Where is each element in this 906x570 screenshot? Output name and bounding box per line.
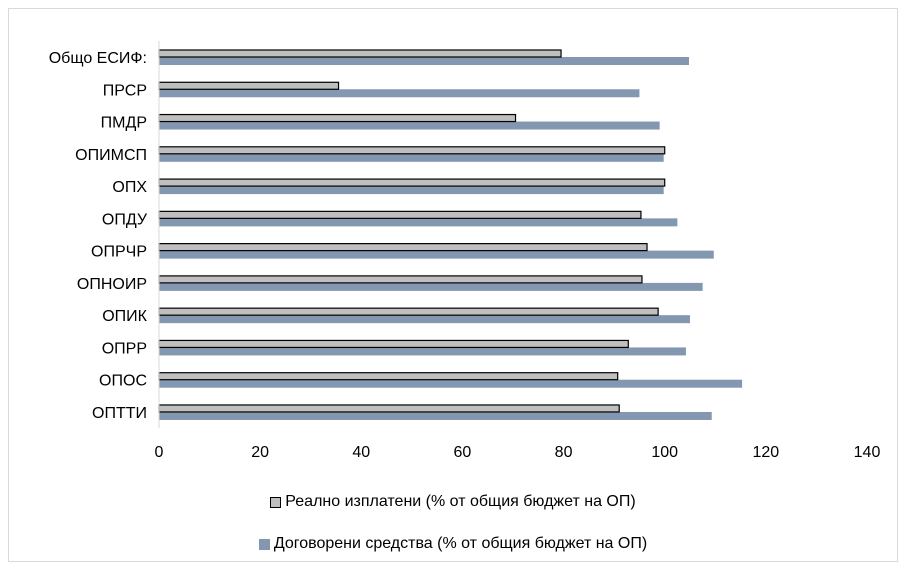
x-tick-label-40: 40 (352, 444, 370, 461)
bar-contracted-cat-7 (159, 282, 703, 291)
bar-paid-cat-8 (158, 307, 659, 316)
x-tick-label-80: 80 (555, 444, 573, 461)
bar-contracted-cat-4 (159, 186, 664, 195)
bar-contracted-cat-11 (159, 411, 712, 420)
legend-item-series-1: Реално изплатени (% от общия бюджет на О… (0, 493, 906, 511)
legend-label-series-2: Договорени средства (% от общия бюджет н… (273, 535, 648, 552)
x-tick-label-140: 140 (854, 444, 881, 461)
y-tick-label-cat-0: Общо ЕСИФ: (49, 50, 147, 67)
y-tick-label-cat-10: ОПОС (99, 373, 147, 390)
y-tick-label-cat-7: ОПНОИР (77, 276, 147, 293)
legend-label-series-1: Реално изплатени (% от общия бюджет на О… (285, 493, 636, 510)
y-tick-label-cat-8: ОПИК (102, 308, 147, 325)
x-tick-label-0: 0 (155, 444, 164, 461)
y-tick-label-cat-1: ПРСР (103, 82, 147, 99)
bar-contracted-cat-9 (159, 347, 686, 356)
y-tick-label-cat-11: ОПТТИ (92, 405, 147, 422)
bar-contracted-cat-2 (159, 121, 660, 130)
bar-contracted-cat-6 (159, 250, 714, 259)
bar-paid-cat-1 (158, 81, 340, 90)
bar-paid-cat-0 (158, 49, 562, 58)
bar-paid-cat-3 (158, 146, 666, 155)
bar-paid-cat-11 (158, 404, 620, 413)
legend-swatch-series-2 (258, 538, 270, 550)
legend-swatch-series-1 (270, 496, 282, 508)
x-tick-label-100: 100 (651, 444, 678, 461)
legend-item-series-2: Договорени средства (% от общия бюджет н… (0, 535, 906, 553)
bar-paid-cat-4 (158, 178, 666, 187)
bar-paid-cat-6 (158, 243, 648, 252)
bar-contracted-cat-8 (159, 315, 690, 324)
y-tick-label-cat-4: ОПХ (112, 179, 147, 196)
bar-contracted-cat-5 (159, 218, 678, 227)
bar-paid-cat-2 (158, 113, 517, 123)
y-tick-label-cat-2: ПМДР (101, 115, 147, 132)
bar-contracted-cat-3 (159, 153, 664, 162)
y-tick-label-cat-3: ОПИМСП (75, 147, 147, 164)
x-tick-label-20: 20 (251, 444, 269, 461)
x-tick-label-60: 60 (454, 444, 472, 461)
bar-contracted-cat-10 (159, 379, 743, 388)
bar-contracted-cat-1 (159, 89, 640, 98)
x-tick-label-120: 120 (753, 444, 780, 461)
bar-paid-cat-7 (158, 275, 643, 284)
bar-contracted-cat-0 (159, 57, 689, 65)
y-tick-label-cat-9: ОПРР (102, 340, 147, 357)
bar-paid-cat-5 (158, 210, 642, 219)
bar-paid-cat-9 (158, 339, 629, 349)
y-tick-label-cat-5: ОПДУ (102, 211, 148, 228)
bar-paid-cat-10 (158, 372, 619, 381)
y-tick-label-cat-6: ОПРЧР (91, 244, 147, 261)
